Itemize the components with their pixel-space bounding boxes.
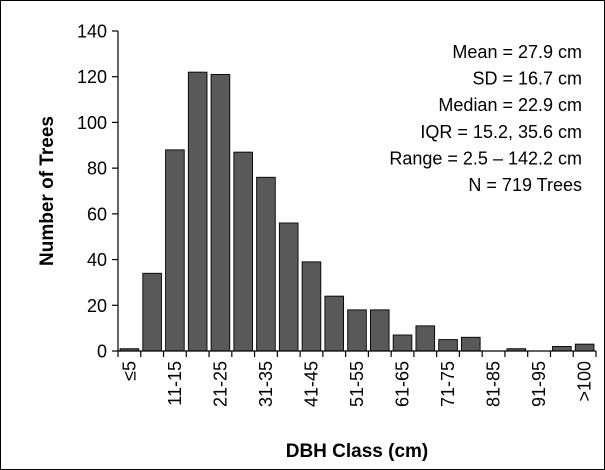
stat-line-5: N = 719 Trees bbox=[468, 175, 582, 195]
y-tick-label: 120 bbox=[77, 67, 107, 87]
y-axis-title: Number of Trees bbox=[37, 116, 58, 266]
x-tick-label: 41-45 bbox=[301, 361, 321, 407]
x-tick-label: ≤5 bbox=[119, 361, 139, 381]
y-tick-label: 0 bbox=[97, 342, 107, 362]
y-tick-label: 60 bbox=[87, 204, 107, 224]
x-tick-label: 21-25 bbox=[210, 361, 230, 407]
bar-13 bbox=[415, 325, 436, 352]
bar-3 bbox=[187, 71, 208, 352]
stat-line-1: SD = 16.7 cm bbox=[472, 69, 582, 89]
bar-9 bbox=[324, 295, 345, 352]
x-axis-title: DBH Class (cm) bbox=[286, 441, 429, 462]
bar-19 bbox=[552, 345, 572, 352]
x-axis-ticks: ≤5 11-15 21-25 31-35 41-45 51-55 61-65 71-75 81-… bbox=[117, 351, 597, 407]
bar-20 bbox=[574, 343, 595, 352]
bar-6 bbox=[256, 176, 276, 352]
stat-line-4: Range = 2.5 – 142.2 cm bbox=[389, 148, 582, 168]
x-tick-label: 11-15 bbox=[165, 361, 185, 406]
bar-12 bbox=[392, 334, 413, 352]
y-tick-label: 20 bbox=[87, 296, 107, 316]
bar-2 bbox=[165, 149, 185, 352]
stat-line-2: Median = 22.9 cm bbox=[438, 95, 582, 115]
y-tick-label: 80 bbox=[87, 159, 107, 179]
bar-10 bbox=[347, 309, 367, 352]
bar-5 bbox=[233, 151, 253, 352]
x-tick-label: 61-65 bbox=[393, 361, 413, 407]
bar-14 bbox=[438, 339, 458, 352]
stat-line-0: Mean = 27.9 cm bbox=[452, 42, 582, 62]
y-tick-label: 140 bbox=[77, 22, 107, 42]
bar-7 bbox=[278, 222, 299, 352]
x-tick-label: 91-95 bbox=[529, 361, 549, 407]
bars-group bbox=[119, 71, 595, 352]
x-tick-label: 81-85 bbox=[484, 361, 504, 407]
bar-11 bbox=[369, 309, 390, 352]
bar-1 bbox=[142, 272, 162, 352]
bar-8 bbox=[301, 261, 322, 352]
x-tick-label: 71-75 bbox=[438, 361, 458, 407]
summary-statistics: Mean = 27.9 cm SD = 16.7 cm Median = 22.9 … bbox=[389, 42, 582, 195]
x-tick-label: >100 bbox=[575, 361, 595, 402]
y-tick-label: 100 bbox=[77, 113, 107, 133]
axes-group bbox=[117, 31, 596, 352]
x-tick-label: 51-55 bbox=[347, 361, 367, 407]
bar-4 bbox=[210, 73, 231, 352]
y-tick-label: 40 bbox=[87, 250, 107, 270]
y-axis-ticks: 0 20 40 60 80 100 120 140 bbox=[77, 22, 118, 362]
stat-line-3: IQR = 15.2, 35.6 cm bbox=[420, 122, 582, 142]
bar-15 bbox=[461, 336, 481, 352]
x-tick-label: 31-35 bbox=[256, 361, 276, 407]
